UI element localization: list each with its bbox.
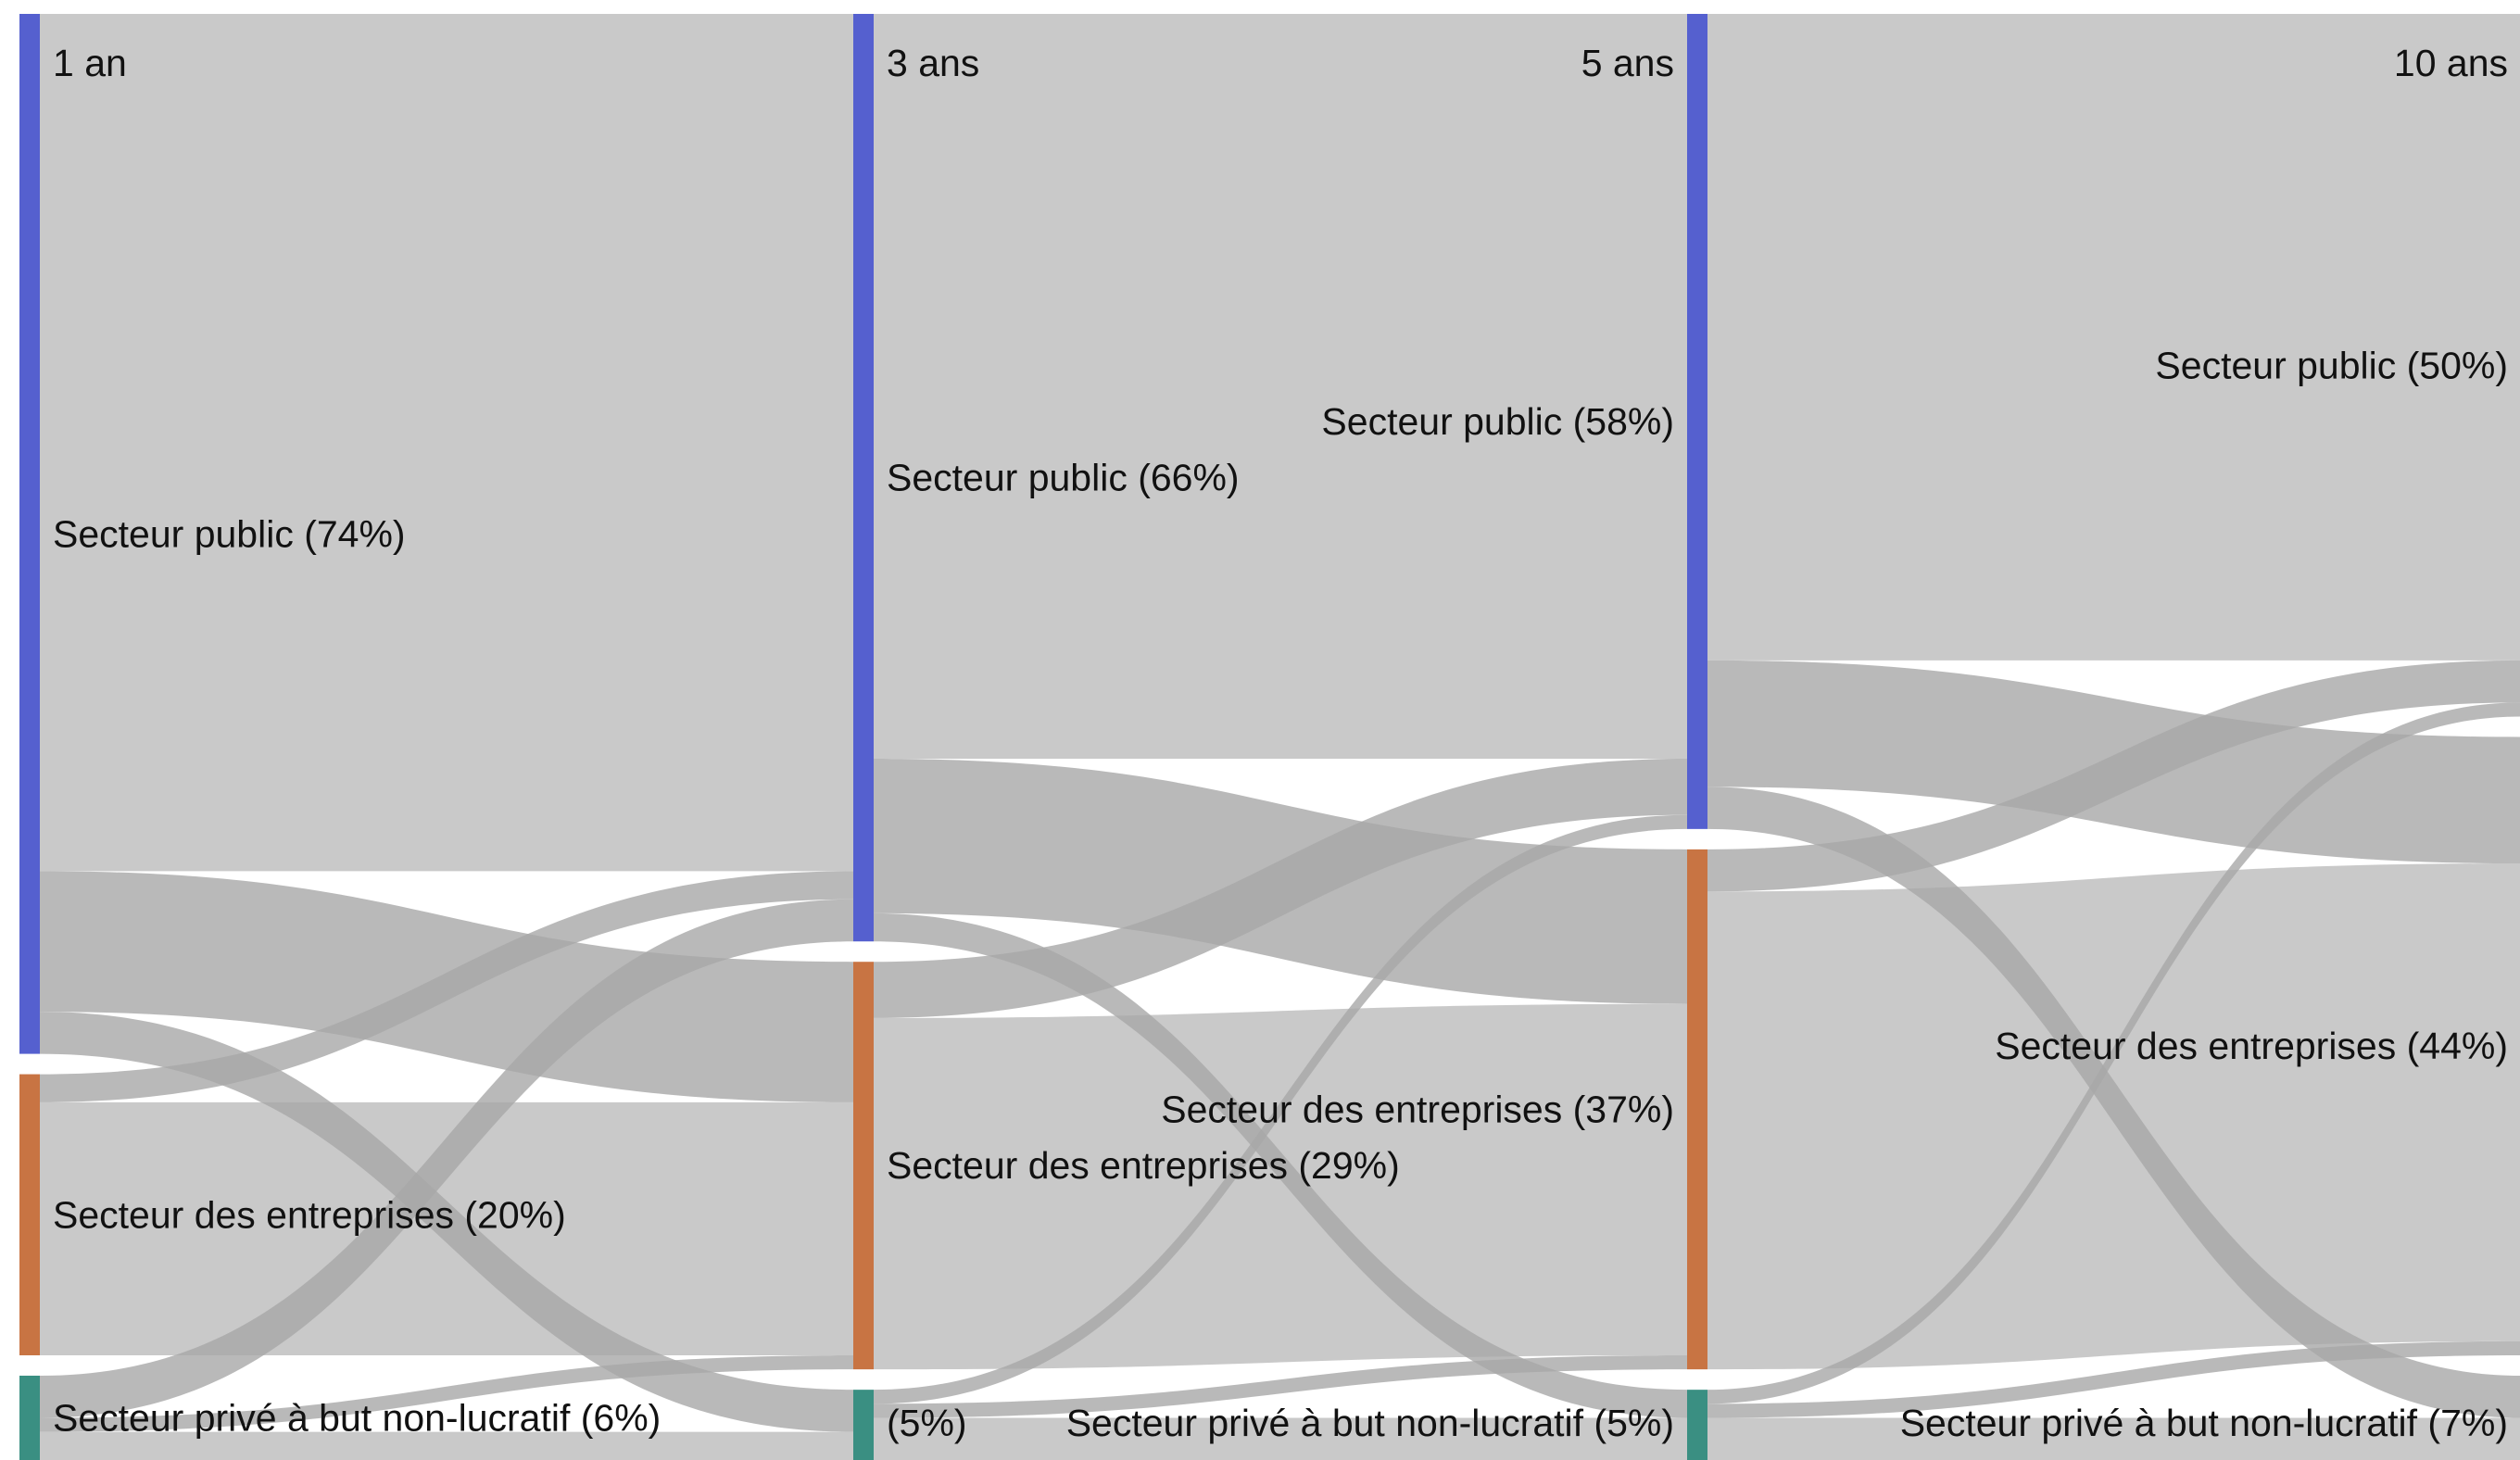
stage-label-0: 1 an — [53, 42, 127, 84]
flow-1-0-0 — [874, 14, 1687, 760]
flow-2-1-0 — [1707, 660, 2520, 892]
flow-0-1-1 — [40, 1101, 853, 1355]
node-1-0 — [853, 14, 874, 942]
node-label-3-1: Secteur des entreprises (44%) — [1995, 1025, 2508, 1067]
sankey-nodes — [19, 14, 1707, 1460]
node-2-2 — [1687, 1390, 1707, 1460]
node-label-1-2: (5%) — [887, 1402, 967, 1444]
flow-0-2-1 — [40, 1354, 853, 1432]
flow-0-2-0 — [40, 899, 853, 1418]
sankey-links — [40, 13, 2520, 1460]
flow-1-2-1 — [874, 1354, 1687, 1418]
node-2-0 — [1687, 14, 1707, 829]
flow-1-2-2 — [874, 1417, 1687, 1460]
node-label-0-0: Secteur public (74%) — [53, 512, 406, 555]
flow-1-1-0 — [874, 759, 1687, 1018]
node-label-2-2: Secteur privé à but non-lucratif (5%) — [1066, 1402, 1674, 1444]
node-label-0-1: Secteur des entreprises (20%) — [53, 1193, 566, 1236]
node-label-2-1: Secteur des entreprises (37%) — [1161, 1089, 1674, 1131]
flow-2-2-2 — [1707, 1417, 2520, 1460]
node-label-3-0: Secteur public (50%) — [2155, 344, 2508, 386]
node-label-1-0: Secteur public (66%) — [887, 457, 1240, 499]
node-2-1 — [1687, 849, 1707, 1370]
flow-1-1-1 — [874, 1003, 1687, 1370]
flow-2-2-0 — [1707, 702, 2520, 1404]
node-label-3-2: Secteur privé à but non-lucratif (7%) — [1900, 1402, 2508, 1444]
node-label-2-0: Secteur public (58%) — [1321, 400, 1674, 443]
flow-2-2-1 — [1707, 1340, 2520, 1418]
node-1-2 — [853, 1390, 874, 1460]
flow-0-1-0 — [40, 871, 853, 1102]
node-0-0 — [19, 14, 40, 1054]
flow-0-2-2 — [40, 1431, 853, 1460]
node-label-0-2: Secteur privé à but non-lucratif (6%) — [53, 1396, 661, 1439]
stage-label-2: 5 ans — [1581, 42, 1674, 84]
node-0-2 — [19, 1375, 40, 1460]
stage-label-3: 10 ans — [2394, 42, 2508, 84]
node-0-1 — [19, 1074, 40, 1355]
flow-2-1-1 — [1707, 863, 2520, 1370]
flow-2-0-0 — [1707, 13, 2520, 661]
node-1-1 — [853, 962, 874, 1370]
stage-label-1: 3 ans — [887, 42, 979, 84]
flow-1-2-0 — [874, 814, 1687, 1404]
flow-0-0-0 — [40, 14, 853, 872]
node-label-1-1: Secteur des entreprises (29%) — [887, 1144, 1400, 1187]
sankey-labels: Secteur public (74%) Secteur des entrepri… — [53, 42, 2508, 1444]
